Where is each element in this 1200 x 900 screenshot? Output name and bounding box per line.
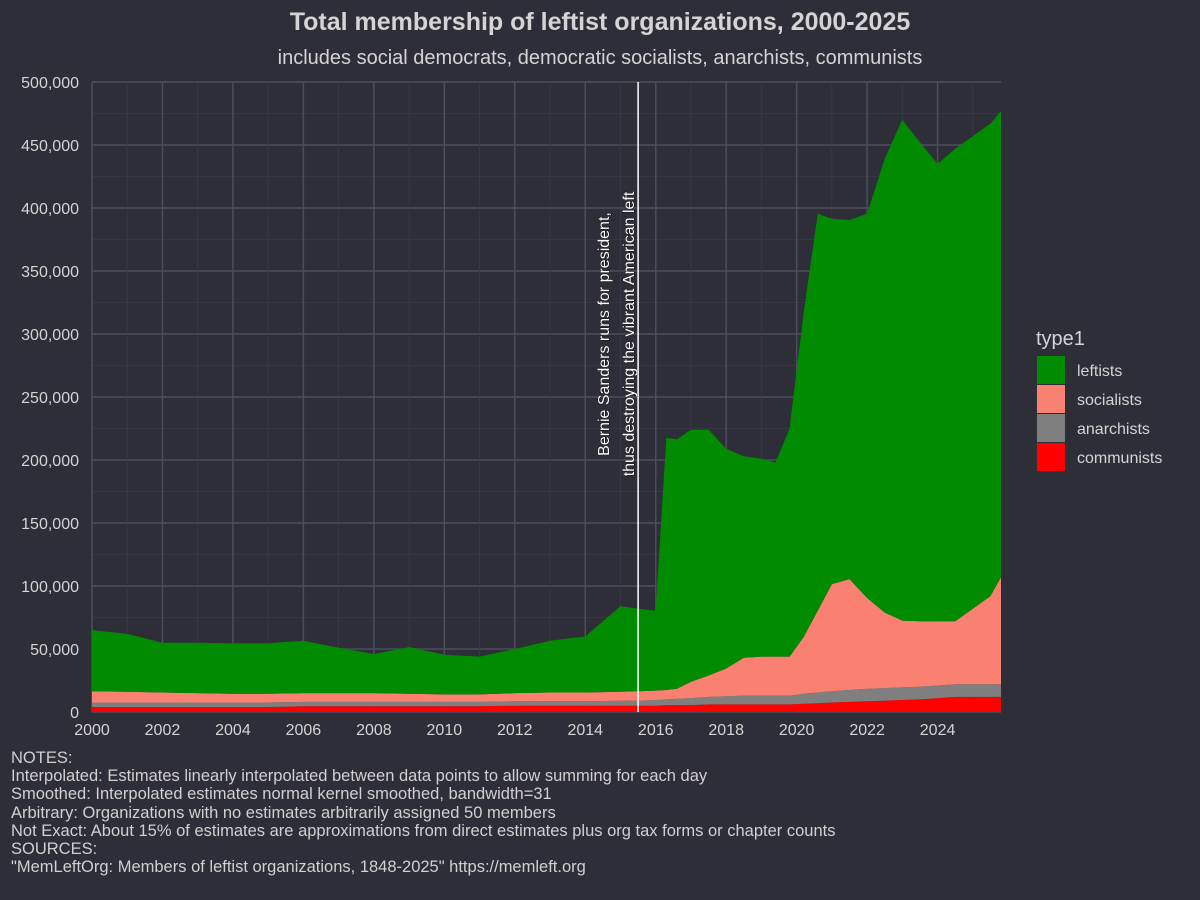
legend-label-leftists: leftists <box>1077 363 1122 380</box>
y-tick-label: 250,000 <box>21 390 79 407</box>
y-tick-label: 50,000 <box>30 642 79 659</box>
note-line: "MemLeftOrg: Members of leftist organiza… <box>11 858 586 877</box>
area-leftists <box>92 111 1001 695</box>
x-tick-label: 2020 <box>779 722 815 739</box>
y-tick-label: 500,000 <box>21 75 79 92</box>
x-tick-label: 2006 <box>286 722 322 739</box>
x-tick-label: 2004 <box>215 722 251 739</box>
legend-swatch-socialists <box>1037 385 1065 413</box>
x-tick-label: 2018 <box>708 722 744 739</box>
y-tick-label: 100,000 <box>21 579 79 596</box>
annotation-text-line2: thus destroying the vibrant American lef… <box>621 191 638 476</box>
annotation-text-line1: Bernie Sanders runs for president, <box>596 212 613 456</box>
y-tick-label: 350,000 <box>21 264 79 281</box>
note-line: Not Exact: About 15% of estimates are ap… <box>11 821 836 840</box>
y-tick-label: 0 <box>70 705 79 722</box>
chart-subtitle: includes social democrats, democratic so… <box>278 47 923 69</box>
legend-label-socialists: socialists <box>1077 392 1142 409</box>
area-anarchists <box>92 684 1001 707</box>
legend-swatch-communists <box>1037 443 1065 471</box>
note-line: Interpolated: Estimates linearly interpo… <box>11 767 708 786</box>
x-tick-label: 2016 <box>638 722 674 739</box>
x-axis-ticks: 2000 2002 2004 2006 2008 2010 2012 2014 2016 2018… <box>74 722 955 739</box>
y-tick-label: 450,000 <box>21 138 79 155</box>
y-axis-ticks: 0 50,000 100,000 150,000 200,000 250,000 300,0… <box>21 75 79 722</box>
annotation: Bernie Sanders runs for president, thus … <box>596 82 639 712</box>
x-tick-label: 2002 <box>145 722 181 739</box>
x-tick-label: 2010 <box>427 722 463 739</box>
y-tick-label: 150,000 <box>21 516 79 533</box>
legend-label-anarchists: anarchists <box>1077 421 1150 438</box>
note-line: NOTES: <box>11 749 73 767</box>
note-line: Arbitrary: Organizations with no estimat… <box>11 803 556 822</box>
y-tick-label: 400,000 <box>21 201 79 218</box>
x-tick-label: 2008 <box>356 722 392 739</box>
legend-title: type1 <box>1036 328 1085 350</box>
legend-label-communists: communists <box>1077 450 1162 467</box>
legend-swatch-leftists <box>1037 356 1065 384</box>
notes-block: NOTES: Interpolated: Estimates linearly i… <box>11 749 835 876</box>
y-tick-label: 200,000 <box>21 453 79 470</box>
x-tick-label: 2022 <box>849 722 885 739</box>
x-tick-label: 2024 <box>920 722 956 739</box>
area-communists <box>92 696 1001 712</box>
area-socialists <box>92 577 1001 703</box>
legend-swatch-anarchists <box>1037 414 1065 442</box>
x-tick-label: 2012 <box>497 722 533 739</box>
legend: type1 leftists socialists anarchists commun… <box>1036 328 1162 471</box>
x-tick-label: 2000 <box>74 722 110 739</box>
stacked-areas <box>92 111 1001 712</box>
chart-title: Total membership of leftist organization… <box>290 8 911 36</box>
x-tick-label: 2014 <box>567 722 603 739</box>
y-tick-label: 300,000 <box>21 327 79 344</box>
note-line: Smoothed: Interpolated estimates normal … <box>11 785 552 804</box>
note-line: SOURCES: <box>11 840 98 859</box>
